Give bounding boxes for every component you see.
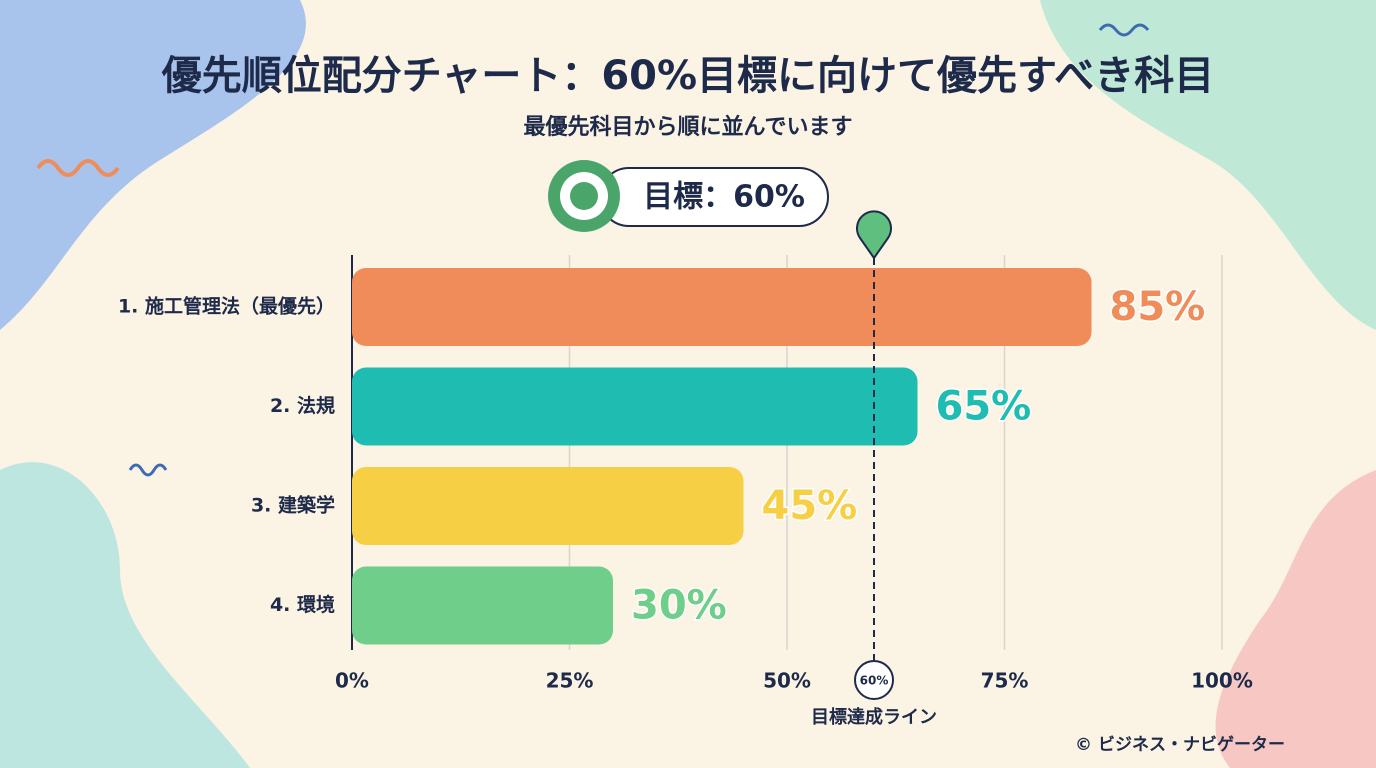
value-label: 30% xyxy=(631,583,727,629)
target-marker xyxy=(854,660,894,700)
blob xyxy=(1040,0,1376,330)
chart-subtitle: 最優先科目から順に並んでいます xyxy=(524,114,853,140)
blob xyxy=(0,0,306,330)
y-tick-label: 3. 建築学 xyxy=(251,494,335,517)
chart-title: 優先順位配分チャート：60%目標に向けて優先すべき科目 xyxy=(161,53,1215,99)
value-label: 45% xyxy=(762,483,858,529)
y-tick-label: 1. 施工管理法（最優先） xyxy=(118,295,335,318)
blob xyxy=(1215,470,1376,768)
blob xyxy=(0,462,250,768)
target-axis-label: 目標達成ライン xyxy=(811,706,937,728)
x-tick-label: 100% xyxy=(1191,669,1253,693)
footer: © ビジネス・ナビゲーター xyxy=(1075,734,1285,755)
x-tick-label: 0% xyxy=(335,669,369,693)
target-icon xyxy=(570,182,598,210)
squiggle xyxy=(1098,23,1150,37)
y-tick-label: 2. 法規 xyxy=(270,394,335,417)
bar xyxy=(352,566,613,645)
badge-text: 目標：60% xyxy=(643,180,805,215)
squiggle xyxy=(36,159,120,177)
bar xyxy=(352,367,918,446)
x-tick-label: 25% xyxy=(546,669,594,693)
y-tick-label: 4. 環境 xyxy=(270,593,335,616)
target-pin xyxy=(856,210,892,260)
bar xyxy=(352,467,744,545)
value-label: 65% xyxy=(936,384,1032,430)
x-tick-label: 50% xyxy=(763,669,811,693)
target-value-label: 60% xyxy=(860,674,889,688)
bar xyxy=(352,268,1092,346)
value-label: 85% xyxy=(1110,284,1206,330)
squiggle xyxy=(128,463,168,477)
x-tick-label: 75% xyxy=(981,669,1029,693)
